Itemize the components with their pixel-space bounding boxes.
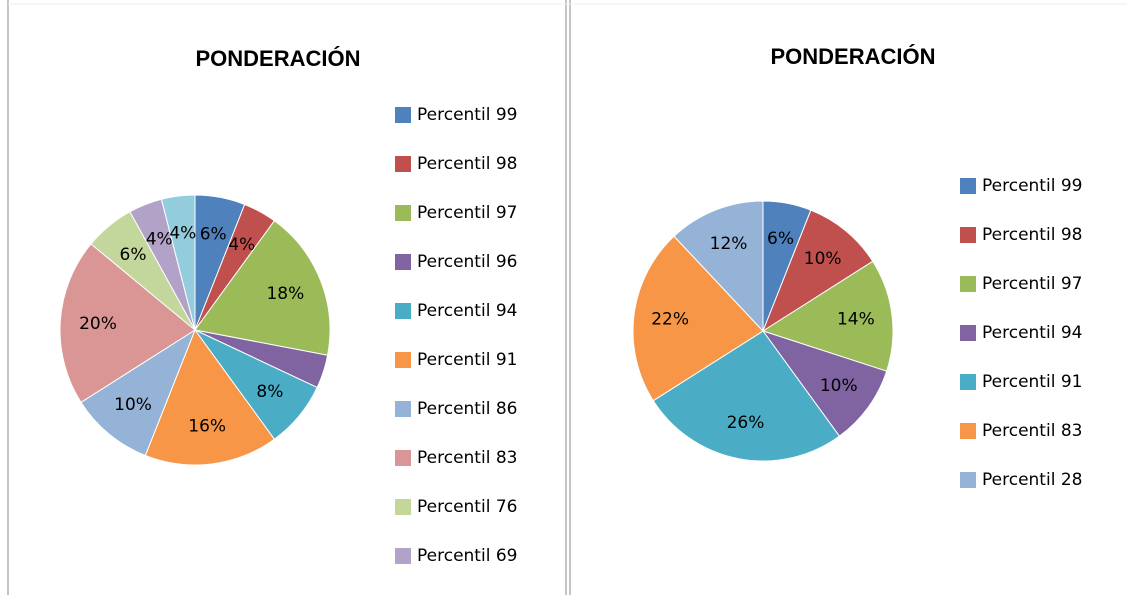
data-label: 8%: [256, 382, 283, 402]
pie-slice: [632, 235, 764, 402]
legend-swatch: [960, 472, 976, 488]
chart-title: PONDERACIÓN: [770, 44, 935, 69]
pie-slice: [761, 330, 888, 437]
data-label: 26%: [727, 413, 765, 433]
legend-label: Percentil 98: [417, 154, 517, 174]
pie-slice: [160, 194, 196, 331]
data-label: 16%: [188, 416, 226, 436]
data-label: 20%: [79, 314, 117, 334]
pie-slice: [194, 220, 331, 356]
legend-label: Percentil 96: [417, 252, 517, 272]
data-label: 6%: [767, 229, 794, 249]
data-label: 14%: [837, 309, 875, 329]
legend-swatch: [395, 548, 411, 564]
pie-slice: [80, 328, 197, 457]
legend-swatch: [960, 374, 976, 390]
legend-label: Percentil 98: [982, 225, 1082, 245]
data-label: 22%: [651, 309, 689, 329]
legend-label: Percentil 94: [982, 323, 1082, 343]
pie-slice: [652, 330, 841, 462]
legend-label: Percentil 83: [417, 448, 517, 468]
legend-swatch: [960, 325, 976, 341]
legend-swatch: [395, 107, 411, 123]
legend-label: Percentil 99: [982, 176, 1082, 196]
data-label: 4%: [228, 235, 255, 255]
data-label: 10%: [820, 376, 858, 396]
legend-label: Percentil 91: [417, 350, 517, 370]
data-label: 6%: [120, 245, 147, 265]
chart-title: PONDERACIÓN: [195, 46, 360, 71]
legend-swatch: [395, 499, 411, 515]
pie-slice: [761, 260, 894, 372]
legend-swatch: [395, 205, 411, 221]
data-label: 18%: [266, 284, 304, 304]
legend-label: Percentil 69: [417, 546, 517, 566]
legend-swatch: [395, 156, 411, 172]
legend-label: Percentil 76: [417, 497, 517, 517]
legend-label: Percentil 86: [417, 399, 517, 419]
legend-label: Percentil 97: [982, 274, 1082, 294]
legend-label: Percentil 83: [982, 421, 1082, 441]
legend-swatch: [395, 352, 411, 368]
legend-swatch: [960, 227, 976, 243]
legend-swatch: [960, 423, 976, 439]
legend-swatch: [960, 178, 976, 194]
data-label: 10%: [804, 249, 842, 269]
pie-slice: [144, 328, 276, 466]
data-label: 4%: [169, 224, 196, 244]
data-label: 4%: [146, 230, 173, 250]
legend-label: Percentil 91: [982, 372, 1082, 392]
legend-swatch: [395, 401, 411, 417]
legend-label: Percentil 99: [417, 105, 517, 125]
legend-swatch: [395, 303, 411, 319]
data-label: 6%: [200, 225, 227, 245]
legend-swatch: [960, 276, 976, 292]
data-label: 12%: [710, 234, 748, 254]
pie-slice: [673, 200, 764, 333]
legend-swatch: [395, 254, 411, 270]
legend-swatch: [395, 450, 411, 466]
legend-label: Percentil 28: [982, 470, 1082, 490]
legend-label: Percentil 97: [417, 203, 517, 223]
legend-label: Percentil 94: [417, 301, 517, 321]
data-label: 10%: [114, 395, 152, 415]
pie-slice: [761, 209, 874, 333]
pie-slice: [59, 243, 196, 404]
